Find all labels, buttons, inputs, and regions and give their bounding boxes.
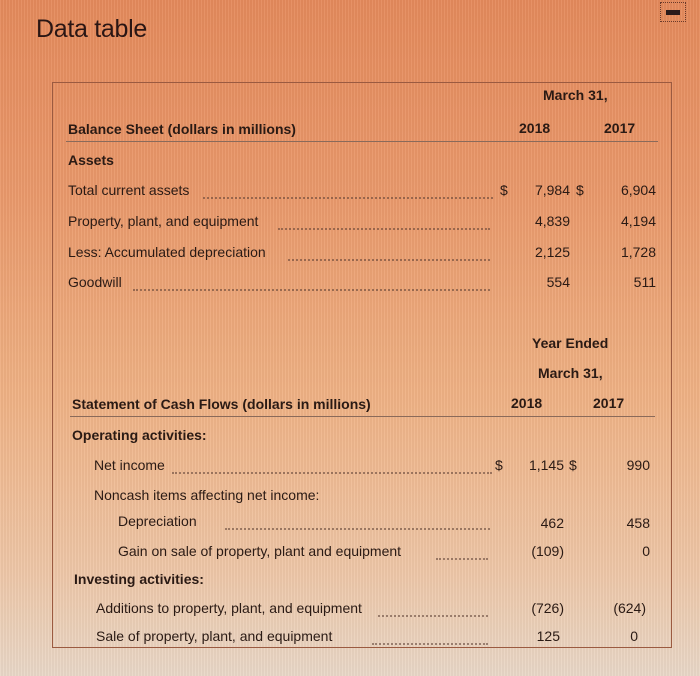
leader-dots	[288, 245, 490, 261]
currency-2017: $	[576, 182, 584, 198]
leader-dots	[372, 629, 488, 645]
leader-dots	[378, 601, 488, 617]
value-2017: (624)	[613, 600, 646, 616]
currency-2018: $	[495, 457, 503, 473]
data-table	[52, 82, 672, 648]
value-2018: (109)	[531, 543, 564, 559]
row-label: Total current assets	[68, 182, 190, 198]
leader-dots	[278, 214, 490, 230]
row-label: Less: Accumulated depreciation	[68, 244, 266, 260]
cf-header-rule	[70, 416, 655, 417]
currency-2018: $	[500, 182, 508, 198]
bs-col-2017: 2017	[604, 120, 636, 136]
cf-title: Statement of Cash Flows (dollars in mill…	[72, 396, 371, 412]
row-label: Gain on sale of property, plant and equi…	[118, 543, 402, 559]
value-2018: 554	[546, 274, 570, 290]
value-2018: 2,125	[534, 244, 570, 260]
value-2017: 0	[642, 543, 650, 559]
cf-investing-section: Investing activities:	[74, 571, 204, 587]
bs-col-2018: 2018	[519, 120, 551, 136]
row-label: Sale of property, plant, and equipment	[96, 628, 333, 644]
value-2018: 1,145	[528, 457, 564, 473]
bs-section-assets: Assets	[68, 152, 114, 168]
row-label: Net income	[94, 457, 165, 473]
value-2017: 511	[633, 274, 656, 290]
row-label: Property, plant, and equipment	[68, 213, 259, 229]
value-2017: 458	[626, 515, 650, 531]
row-label: Depreciation	[118, 513, 197, 529]
row-label: Goodwill	[68, 274, 122, 290]
bs-period-header: March 31,	[543, 87, 608, 103]
value-2017: 0	[630, 628, 638, 644]
value-2018: 462	[540, 515, 564, 531]
currency-2017: $	[569, 457, 577, 473]
value-2017: 1,728	[620, 244, 656, 260]
bs-header-rule	[66, 141, 658, 142]
value-2017: 990	[626, 457, 650, 473]
leader-dots	[172, 458, 492, 474]
cf-col-2017: 2017	[593, 395, 625, 411]
leader-dots	[133, 275, 490, 291]
value-2017: 4,194	[620, 213, 656, 229]
cf-operating-section: Operating activities:	[72, 427, 207, 443]
cf-period-header-2: March 31,	[538, 365, 603, 381]
minimize-icon	[666, 10, 680, 15]
cf-noncash-header: Noncash items affecting net income:	[94, 487, 320, 503]
bs-title: Balance Sheet (dollars in millions)	[68, 121, 296, 137]
value-2018: 125	[536, 628, 560, 644]
cf-period-header-1: Year Ended	[532, 335, 609, 351]
value-2018: 4,839	[534, 213, 570, 229]
value-2017: 6,904	[620, 182, 656, 198]
row-label: Additions to property, plant, and equipm…	[96, 600, 362, 616]
minimize-button[interactable]	[660, 2, 686, 22]
value-2018: (726)	[531, 600, 564, 616]
leader-dots	[203, 183, 493, 199]
value-2018: 7,984	[534, 182, 570, 198]
leader-dots	[436, 544, 488, 560]
cf-col-2018: 2018	[511, 395, 543, 411]
window-title: Data table	[36, 15, 147, 43]
leader-dots	[225, 514, 490, 530]
